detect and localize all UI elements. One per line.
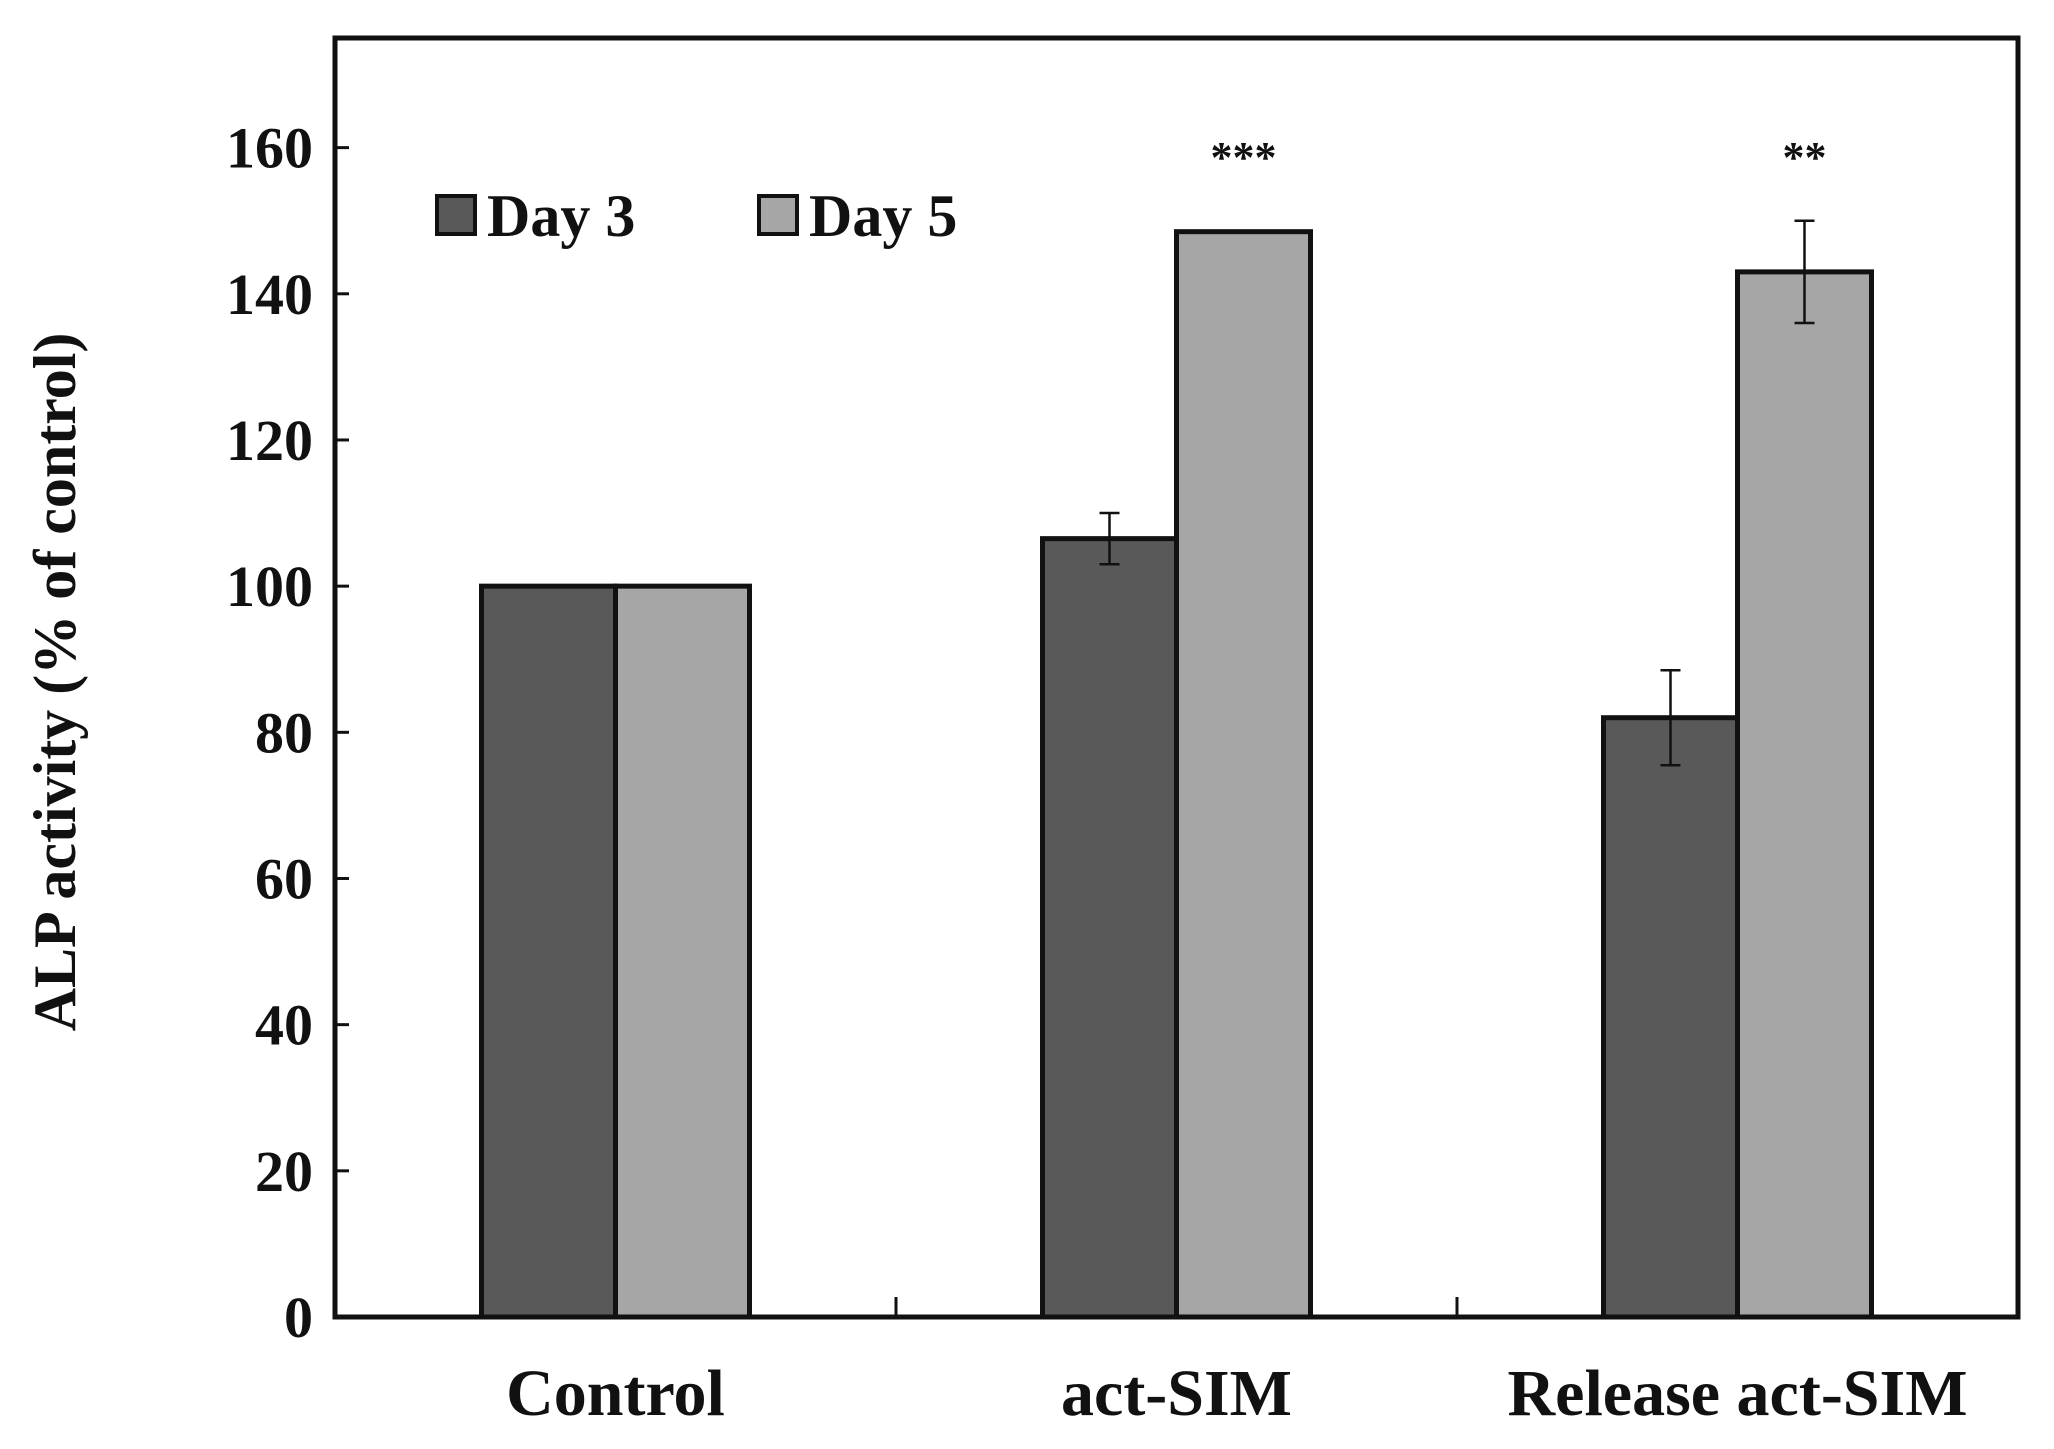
y-tick-label: 0 — [284, 1285, 313, 1350]
y-tick-label: 100 — [226, 554, 313, 619]
y-tick-label: 140 — [226, 262, 313, 327]
bar-day-5 — [613, 583, 752, 1320]
legend-entry: Day 5 — [809, 183, 957, 249]
bar-day-5 — [1735, 269, 1874, 1320]
bar-day-3 — [479, 583, 618, 1320]
y-tick-label: 20 — [255, 1139, 313, 1204]
legend-entry: Day 3 — [487, 183, 635, 249]
legend-swatch — [757, 194, 799, 236]
y-tick-label: 40 — [255, 993, 313, 1058]
bar-day-3 — [1601, 715, 1740, 1320]
x-category-label: act-SIM — [1061, 1357, 1292, 1430]
x-category-label: Release act-SIM — [1507, 1357, 1967, 1430]
plot-area: 0 20 40 60 80 100 120 140 160 Control act-SIM *** Re… — [226, 35, 2021, 1430]
y-tick-label: 60 — [255, 846, 313, 911]
x-category-label: Control — [506, 1357, 725, 1430]
significance-marker: *** — [1211, 133, 1277, 182]
y-tick-label: 160 — [226, 116, 313, 181]
bar-day-3 — [1040, 536, 1179, 1320]
y-tick-label: 80 — [255, 700, 313, 765]
bar-day-5 — [1174, 229, 1313, 1320]
significance-marker: ** — [1783, 133, 1827, 182]
y-axis-label: ALP activity (% of control) — [22, 333, 88, 1032]
y-tick-label: 120 — [226, 408, 313, 473]
legend-swatch — [435, 194, 477, 236]
